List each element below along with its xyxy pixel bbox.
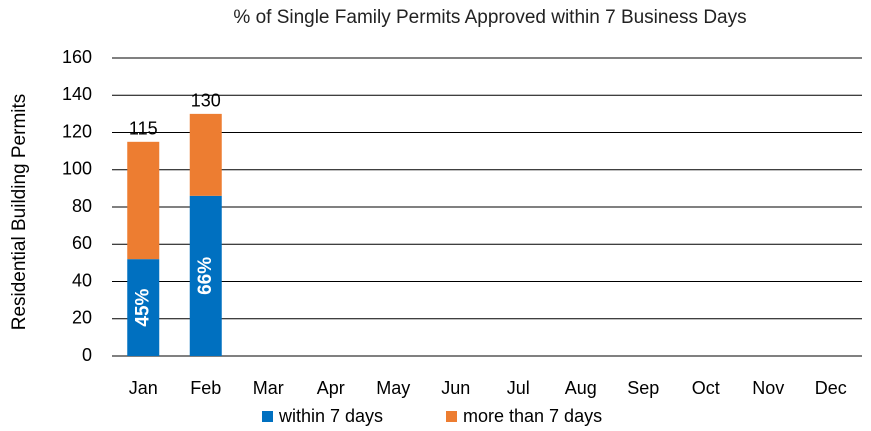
percent-label: 66%: [195, 257, 216, 295]
y-tick-label: 60: [72, 233, 92, 253]
legend-swatch: [446, 411, 457, 422]
x-tick-label: Feb: [190, 378, 221, 398]
y-tick-label: 100: [62, 159, 92, 179]
x-tick-label: Jun: [441, 378, 470, 398]
legend-label: more than 7 days: [463, 406, 602, 426]
y-tick-label: 140: [62, 84, 92, 104]
x-tick-label: Jul: [507, 378, 530, 398]
legend-label: within 7 days: [278, 406, 383, 426]
legend-swatch: [262, 411, 273, 422]
bar-segment: [189, 113, 222, 196]
x-tick-label: Jan: [129, 378, 158, 398]
x-tick-label: Aug: [565, 378, 597, 398]
percent-label: 45%: [132, 288, 153, 326]
total-label: 130: [191, 91, 221, 111]
bar-segment: [127, 141, 160, 260]
y-tick-label: 20: [72, 308, 92, 328]
y-tick-label: 40: [72, 270, 92, 290]
y-axis-label: Residential Building Permits: [9, 94, 30, 331]
x-tick-label: Dec: [815, 378, 847, 398]
y-tick-label: 0: [82, 345, 92, 365]
bar-segment: [127, 259, 160, 356]
x-tick-label: Oct: [692, 378, 720, 398]
y-tick-label: 160: [62, 47, 92, 67]
chart-title: % of Single Family Permits Approved with…: [233, 7, 746, 28]
total-label: 115: [129, 119, 158, 139]
x-tick-label: Mar: [253, 378, 284, 398]
bar-segment: [189, 195, 222, 356]
x-tick-label: Apr: [317, 378, 345, 398]
x-tick-label: May: [376, 378, 410, 398]
x-tick-label: Sep: [627, 378, 659, 398]
x-tick-label: Nov: [752, 378, 784, 398]
y-tick-label: 80: [72, 196, 92, 216]
y-tick-label: 120: [62, 121, 92, 141]
